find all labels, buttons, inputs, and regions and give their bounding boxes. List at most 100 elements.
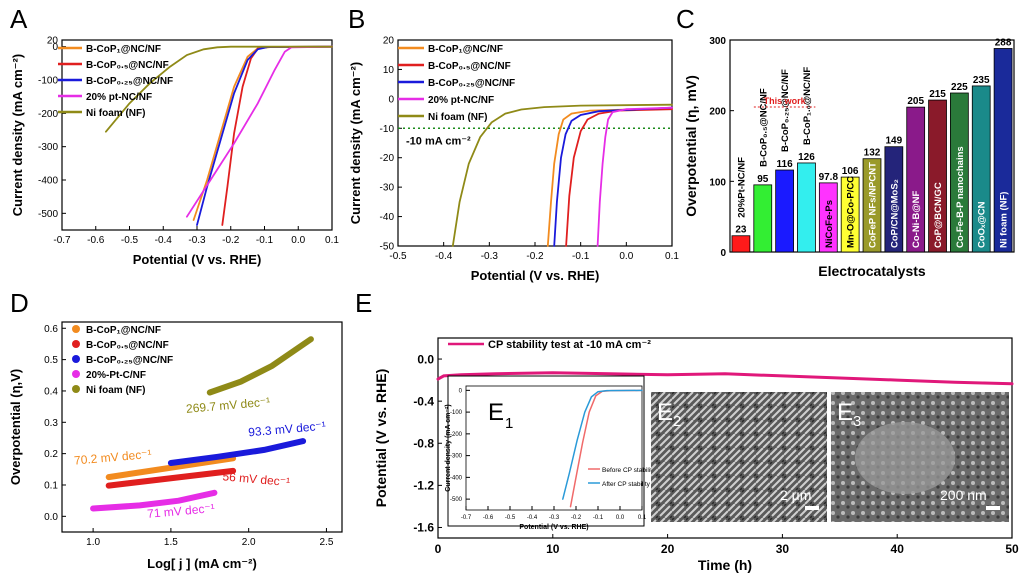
- bar-category-label: Co-Ni-B@NF: [911, 191, 922, 248]
- legend-entry: B-CoP₀.₂₅@NC/NF: [428, 78, 515, 89]
- bar-value-label: 149: [886, 136, 903, 147]
- bar: [906, 106, 926, 253]
- y-tick-label: 0: [388, 94, 394, 105]
- x-tick-label: 20: [661, 542, 675, 556]
- inset-legend-entry: Before CP stability: [602, 467, 656, 474]
- bar: [797, 162, 816, 253]
- slope-label: 70.2 mV dec⁻¹: [73, 447, 152, 468]
- bar-category-label: Mn-O@Co-P/CC: [846, 176, 857, 248]
- series-line: [105, 467, 237, 489]
- panel-letter-c: C: [676, 4, 695, 34]
- y-tick-label: -0.8: [413, 436, 434, 450]
- bar: [818, 182, 838, 253]
- x-tick-label: 0.1: [665, 251, 679, 262]
- x-tick-label: -0.1: [572, 251, 590, 262]
- series-line: [192, 45, 333, 221]
- reference-line-label: -10 mA cm⁻²: [406, 135, 471, 147]
- panel-d-chart: 1.0 1.5 2.0 2.5 0.0 0.1 0.2 0.3 0.4 0.5 0.6 Log[ j …: [8, 321, 343, 571]
- bar-category-label: B-CoP₁.₀@NC/NF: [802, 67, 813, 145]
- slope-label: 269.7 mV dec⁻¹: [185, 395, 270, 416]
- bar: [731, 235, 751, 253]
- panel-b-chart: -0.5 -0.4 -0.3 -0.2 -0.1 0.0 0.1 20 10 0 -10 -20 -30…: [348, 36, 679, 284]
- series-line: [105, 455, 237, 481]
- bar-value-label: 288: [995, 37, 1012, 48]
- x-tick-label: -0.4: [435, 251, 453, 262]
- series-line: [167, 438, 307, 466]
- y-tick-label: 0: [52, 42, 58, 53]
- x-tick-label: 1.5: [164, 537, 178, 548]
- inset-background: [447, 375, 645, 527]
- y-axis-label: Overpotential (η,V): [8, 369, 23, 485]
- x-tick-label: 10: [546, 542, 560, 556]
- x-tick-label: -0.3: [481, 251, 499, 262]
- x-tick-label: -0.7: [461, 515, 472, 521]
- legend-entry: B-CoP₁@NC/NF: [86, 325, 161, 336]
- y-tick-label: 0.1: [44, 480, 58, 491]
- bar-value-label: 23: [735, 225, 747, 236]
- x-axis-label: Time (h): [698, 557, 752, 573]
- legend-entry: 20%-Pt-C/NF: [86, 370, 146, 381]
- bar-value-label: 97.8: [819, 172, 839, 183]
- series-line: [596, 106, 673, 247]
- y-tick-label: -1.6: [413, 521, 434, 535]
- y-tick-label: -50: [380, 242, 395, 253]
- bar: [753, 184, 773, 253]
- y-tick-label: 0.2: [44, 449, 58, 460]
- bar-category-label: CoFeP NFs/NPCNT: [868, 162, 879, 248]
- legend-entry: B-CoP₁@NC/NF: [428, 44, 503, 55]
- y-tick-label: -100: [450, 410, 463, 416]
- series-line: [90, 489, 218, 512]
- y-tick-label: 0.3: [44, 418, 58, 429]
- x-tick-label: 0.1: [638, 515, 647, 521]
- x-tick-label: -0.5: [121, 235, 139, 246]
- x-tick-label: -0.1: [256, 235, 274, 246]
- panel-letter-d: D: [10, 288, 29, 318]
- slope-label: 56 mV dec⁻¹: [222, 469, 291, 489]
- x-tick-label: -0.1: [593, 515, 604, 521]
- series-line: [565, 108, 673, 247]
- y-tick-label: 20: [47, 36, 59, 47]
- y-tick-label: 300: [709, 36, 726, 47]
- x-tick-label: -0.7: [53, 235, 71, 246]
- series-line: [206, 336, 314, 396]
- x-tick-label: -0.6: [87, 235, 105, 246]
- y-tick-label: -1.2: [413, 479, 434, 493]
- y-tick-label: 0: [459, 388, 463, 394]
- panel-a-chart: -0.7 -0.6 -0.5 -0.4 -0.3 -0.2 -0.1 0.0 0.1 200 -10…: [10, 36, 339, 268]
- bar-value-label: 132: [864, 148, 881, 159]
- sem-e3-label: E3: [837, 399, 861, 430]
- x-tick-label: 50: [1005, 542, 1019, 556]
- bar-category-label: CoOₓ@CN: [977, 201, 988, 248]
- bar: [950, 92, 969, 253]
- sem-image-e2: [651, 392, 827, 522]
- bar: [862, 158, 882, 253]
- y-tick-label: 0.4: [44, 386, 58, 397]
- bar-value-label: 116: [777, 159, 794, 170]
- bar: [971, 85, 991, 253]
- legend-entry: B-CoP₀.₂₅@NC/NF: [86, 76, 173, 87]
- y-tick-label: 10: [383, 65, 395, 76]
- panel-letter-a: A: [10, 4, 28, 34]
- x-axis-label: Potential (V vs. RHE): [519, 524, 588, 531]
- bar-category-label: B-CoP₀.₂₅@NC/NF: [780, 69, 791, 152]
- x-tick-label: 0.0: [616, 515, 625, 521]
- legend-marker: [72, 385, 80, 393]
- bar: [884, 146, 904, 253]
- y-tick-label: 0: [720, 248, 726, 259]
- y-tick-label: -300: [38, 142, 58, 153]
- plot-frame: [61, 321, 343, 533]
- series-line: [553, 106, 673, 247]
- y-tick-label: 20: [383, 36, 395, 47]
- x-tick-label: -0.2: [571, 515, 582, 521]
- bar-value-label: 205: [907, 96, 924, 107]
- x-tick-label: -0.5: [505, 515, 516, 521]
- bar-category-label: CoP/CN@MoS₂: [889, 179, 900, 248]
- legend-entry: B-CoP₀.₅@NC/NF: [428, 61, 511, 72]
- inset-legend-entry: After CP stability: [602, 481, 651, 488]
- legend-entry: B-CoP₀.₂₅@NC/NF: [86, 355, 173, 366]
- x-tick-label: -0.3: [188, 235, 206, 246]
- legend-marker: [72, 340, 80, 348]
- y-tick-label: 0.0: [44, 512, 58, 523]
